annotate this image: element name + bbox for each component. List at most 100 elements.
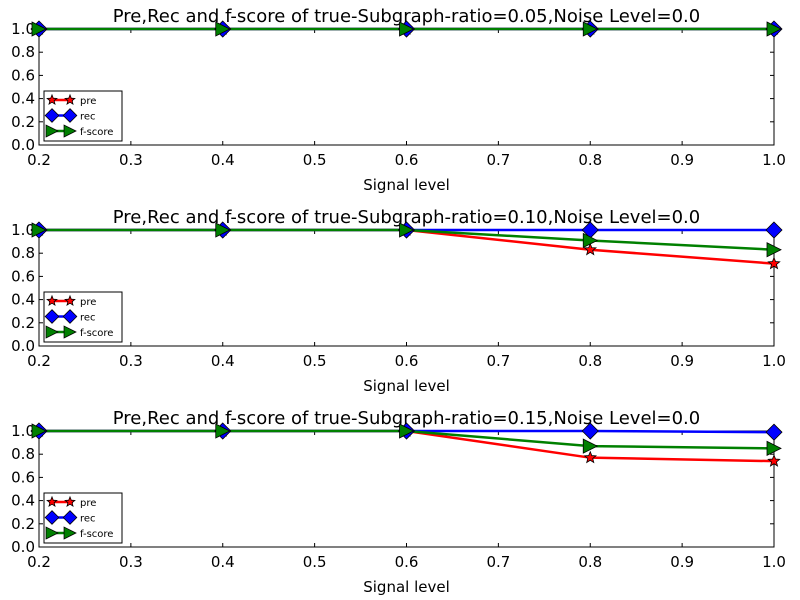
data-point-f-score	[399, 21, 415, 37]
x-tick-label: 0.3	[119, 352, 143, 370]
legend-label-f-score: f-score	[80, 529, 113, 540]
legend-marker-f-score	[63, 526, 77, 540]
legend: pre rec f-score	[43, 291, 123, 343]
chart-panel-3: Pre,Rec and f-score of true-Subgraph-rat…	[11, 408, 786, 596]
x-tick-label: 0.7	[486, 352, 510, 370]
legend-marker-f-score	[45, 325, 59, 339]
x-tick-label: 0.6	[395, 151, 419, 169]
y-tick-label: 0.6	[11, 66, 35, 84]
y-tick-label: 0.0	[11, 337, 35, 355]
chart-title: Pre,Rec and f-score of true-Subgraph-rat…	[113, 207, 700, 228]
y-tick-label: 1.0	[11, 20, 35, 38]
y-tick-label: 0.8	[11, 445, 35, 463]
legend-marker-pre	[64, 294, 76, 307]
y-tick-label: 0.2	[11, 515, 35, 533]
x-tick-label: 0.4	[211, 553, 235, 571]
x-tick-label: 0.8	[578, 151, 602, 169]
data-point-f-score	[215, 423, 231, 439]
x-tick-label: 0.2	[27, 151, 51, 169]
legend-label-pre: pre	[80, 297, 96, 308]
y-tick-label: 1.0	[11, 422, 35, 440]
x-tick-label: 0.7	[486, 151, 510, 169]
x-tick-label: 0.6	[395, 352, 419, 370]
legend: pre rec f-score	[43, 90, 123, 142]
chart-panel-2: Pre,Rec and f-score of true-Subgraph-rat…	[11, 207, 786, 395]
data-point-f-score	[399, 423, 415, 439]
legend-marker-pre	[46, 294, 58, 307]
plot-area	[38, 28, 775, 146]
legend-marker-pre	[64, 93, 76, 106]
y-tick-label: 0.8	[11, 43, 35, 61]
x-tick-label: 1.0	[762, 151, 786, 169]
legend-marker-rec	[44, 510, 60, 525]
legend-label-f-score: f-score	[80, 328, 113, 339]
x-tick-label: 0.3	[119, 553, 143, 571]
legend-label-rec: rec	[80, 313, 96, 324]
legend-marker-f-score	[45, 526, 59, 540]
x-tick-label: 0.3	[119, 151, 143, 169]
legend-marker-f-score	[63, 325, 77, 339]
x-tick-label: 1.0	[762, 553, 786, 571]
chart-title: Pre,Rec and f-score of true-Subgraph-rat…	[113, 6, 700, 27]
x-tick-label: 0.6	[395, 553, 419, 571]
plot-area	[38, 229, 775, 347]
data-point-f-score	[582, 232, 599, 249]
y-tick-label: 0.0	[11, 136, 35, 154]
plot-area	[38, 430, 775, 548]
legend-marker-f-score	[63, 124, 77, 138]
y-tick-label: 0.2	[11, 314, 35, 332]
legend-marker-rec	[62, 108, 78, 123]
x-tick-label: 0.5	[303, 352, 327, 370]
legend-marker-rec	[44, 108, 60, 123]
x-tick-label: 0.9	[670, 352, 694, 370]
legend-label-f-score: f-score	[80, 127, 113, 138]
data-point-f-score	[31, 21, 47, 37]
x-tick-label: 0.9	[670, 151, 694, 169]
data-point-f-score	[215, 222, 231, 238]
data-point-pre	[767, 454, 781, 467]
legend-marker-pre	[64, 495, 76, 508]
legend-marker-pre	[46, 495, 58, 508]
data-point-rec	[765, 423, 783, 441]
legend-label-rec: rec	[80, 514, 96, 525]
legend-marker-rec	[62, 510, 78, 525]
data-point-f-score	[766, 242, 782, 258]
data-point-f-score	[766, 21, 782, 37]
y-tick-label: 0.2	[11, 113, 35, 131]
chart-panel-1: Pre,Rec and f-score of true-Subgraph-rat…	[11, 6, 786, 194]
legend-marker-pre	[46, 93, 58, 106]
y-tick-label: 0.4	[11, 90, 35, 108]
data-point-f-score	[31, 222, 47, 238]
x-tick-label: 0.4	[211, 352, 235, 370]
legend-label-rec: rec	[80, 112, 96, 123]
legend-marker-f-score	[45, 124, 59, 138]
data-point-pre	[767, 256, 781, 270]
x-tick-label: 1.0	[762, 352, 786, 370]
y-tick-label: 1.0	[11, 221, 35, 239]
data-point-f-score	[215, 21, 231, 37]
data-point-rec	[581, 422, 599, 440]
data-point-f-score	[766, 440, 782, 457]
chart-title: Pre,Rec and f-score of true-Subgraph-rat…	[113, 408, 700, 429]
legend-label-pre: pre	[80, 498, 96, 509]
data-point-f-score	[582, 438, 599, 454]
data-point-rec	[765, 221, 783, 239]
x-axis-label: Signal level	[363, 176, 450, 194]
y-tick-label: 0.8	[11, 244, 35, 262]
x-tick-label: 0.7	[486, 553, 510, 571]
data-point-f-score	[399, 222, 415, 238]
x-axis-label: Signal level	[363, 578, 450, 596]
legend-marker-rec	[44, 309, 60, 324]
x-tick-label: 0.4	[211, 151, 235, 169]
y-tick-label: 0.6	[11, 468, 35, 486]
legend-label-pre: pre	[80, 96, 96, 107]
legend: pre rec f-score	[43, 492, 123, 544]
data-point-f-score	[582, 21, 599, 37]
data-point-f-score	[31, 423, 47, 439]
x-tick-label: 0.2	[27, 352, 51, 370]
x-tick-label: 0.8	[578, 553, 602, 571]
y-tick-label: 0.4	[11, 492, 35, 510]
x-tick-label: 0.9	[670, 553, 694, 571]
data-point-pre	[583, 242, 598, 256]
